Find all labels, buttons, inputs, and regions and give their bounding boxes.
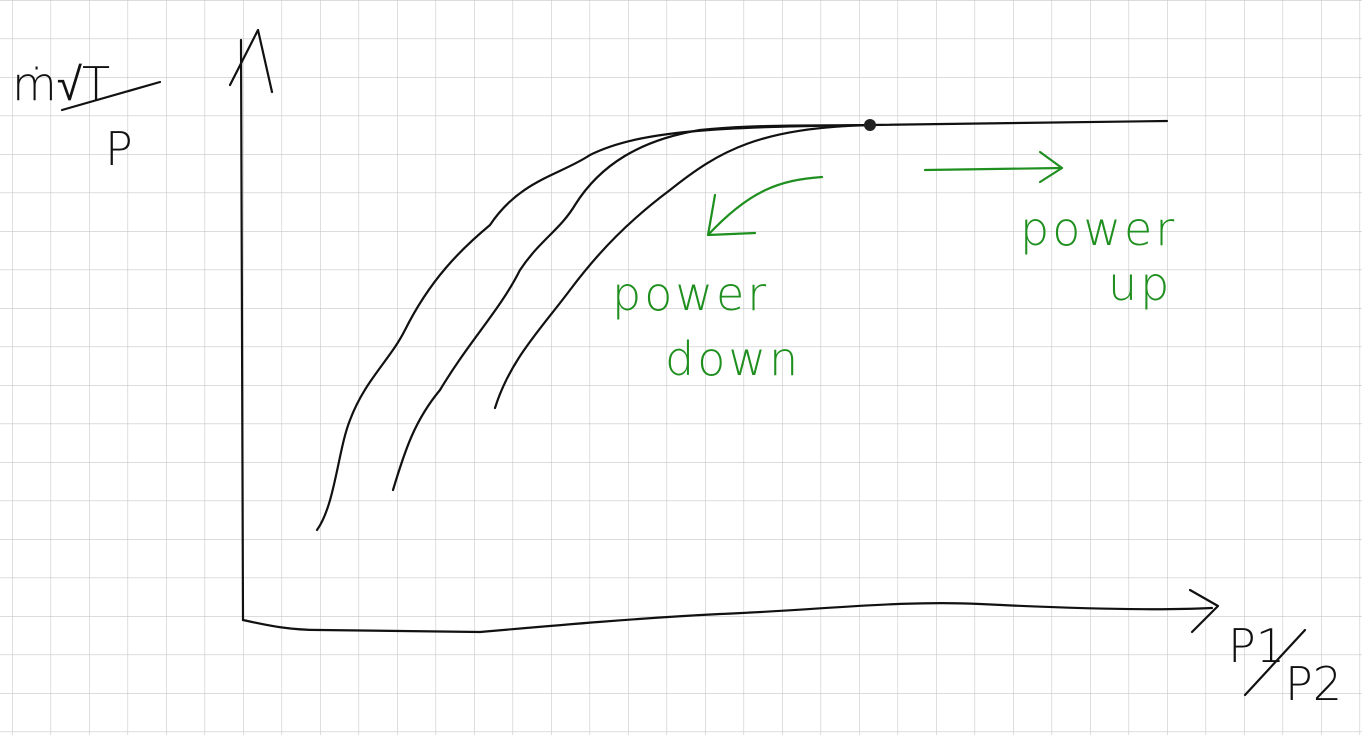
power-down-arrowhead bbox=[706, 193, 757, 237]
fraction-bar bbox=[1243, 628, 1307, 697]
x-axis-label: P1 bbox=[1228, 619, 1285, 673]
annotation: power bbox=[1020, 202, 1177, 256]
y-axis-arrow bbox=[228, 28, 274, 94]
characteristic-curve bbox=[391, 123, 872, 492]
x-axis-arrow bbox=[1188, 588, 1220, 634]
annotation: power bbox=[612, 267, 769, 321]
x-axis bbox=[241, 601, 1214, 634]
choke-line bbox=[868, 119, 1169, 127]
annotation: down bbox=[665, 332, 801, 386]
fraction-bar bbox=[60, 80, 162, 112]
y-axis-label: P bbox=[105, 122, 133, 176]
annotation: up bbox=[1108, 257, 1172, 311]
power-down-arrow bbox=[706, 175, 824, 237]
power-up-arrowhead bbox=[1038, 150, 1064, 184]
x-axis-label: P2 bbox=[1285, 657, 1342, 711]
power-up-arrow bbox=[923, 166, 1064, 172]
operating-point bbox=[864, 119, 876, 131]
y-axis-label: ṁ√T bbox=[12, 57, 110, 111]
characteristic-curve bbox=[315, 123, 872, 532]
characteristic-curve bbox=[493, 123, 872, 410]
y-axis bbox=[239, 38, 245, 622]
